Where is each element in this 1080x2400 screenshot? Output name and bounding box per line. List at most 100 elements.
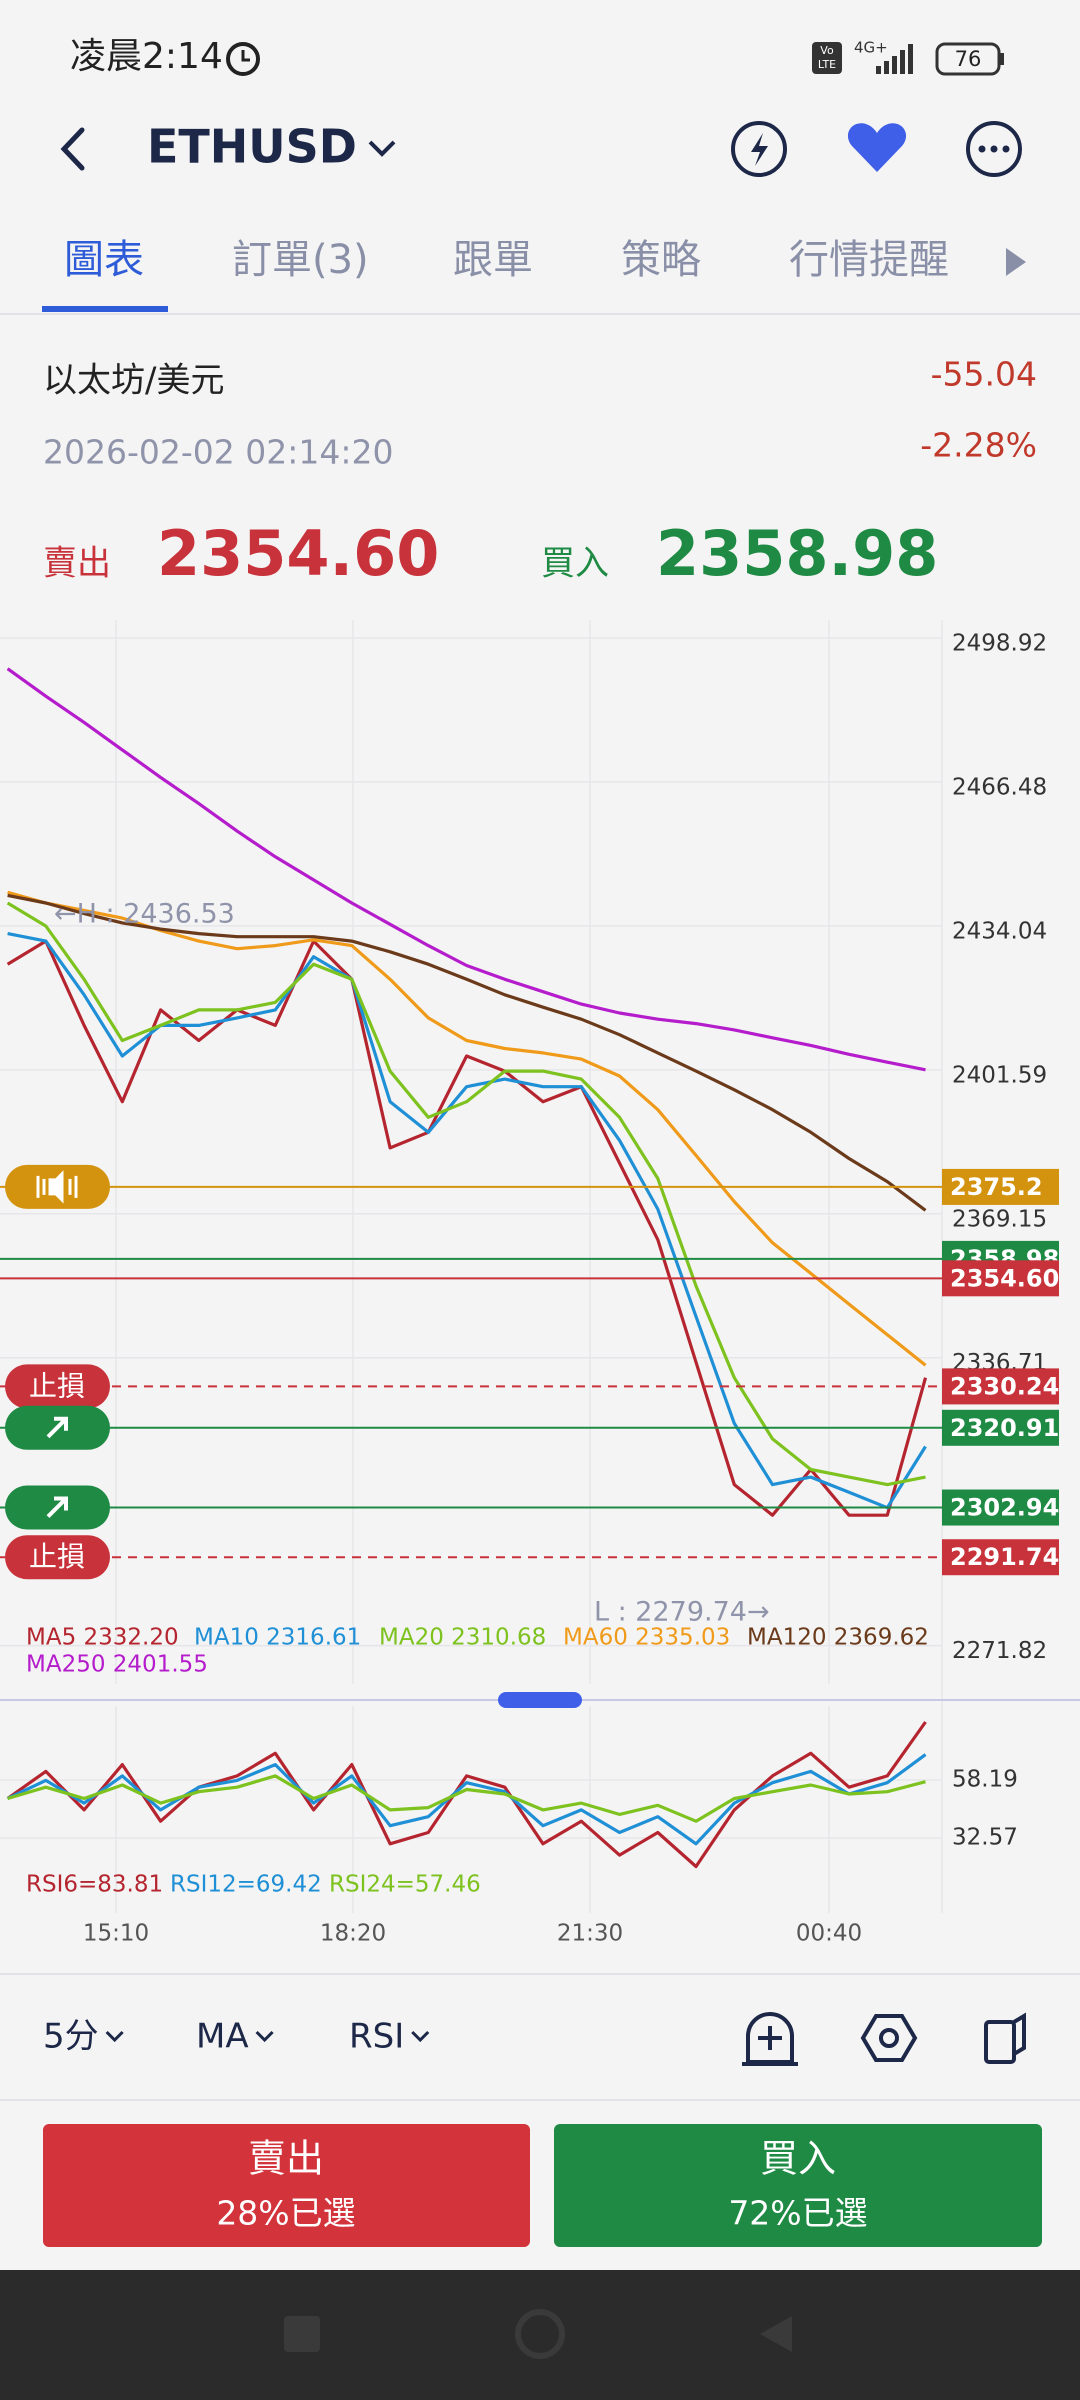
- sell-label: 賣出: [43, 544, 111, 584]
- series-line: [6, 939, 928, 1517]
- battery-level: 76: [955, 47, 982, 71]
- sell-button-sub: 28%已選: [216, 2194, 355, 2233]
- series-line: [6, 1721, 927, 1869]
- buy-button-sub: 72%已選: [728, 2194, 867, 2233]
- flash-button[interactable]: [731, 121, 787, 177]
- legend-entry: MA5 2332.20: [26, 1625, 179, 1651]
- price-tag-label: 2354.60: [950, 1264, 1059, 1292]
- series-line: [7, 893, 927, 1212]
- status-time: 凌晨2:14: [70, 36, 223, 77]
- buy-button-label: 買入: [760, 2137, 836, 2181]
- y-tick-label: 2498.92: [952, 631, 1047, 657]
- x-tick-label: 21:30: [557, 1921, 623, 1947]
- line-handle[interactable]: [5, 1535, 110, 1580]
- line-handle[interactable]: [5, 1364, 110, 1409]
- legend-entry: MA20 2310.68: [379, 1625, 546, 1651]
- y-tick-label: 2271.82: [952, 1638, 1047, 1664]
- y-tick-label: 2369.15: [952, 1206, 1047, 1232]
- sell-button[interactable]: [43, 2124, 530, 2247]
- price-tag-label: 2375.2: [950, 1173, 1043, 1201]
- legend-entry: MA10 2316.61: [194, 1625, 361, 1651]
- tab[interactable]: 圖表: [64, 237, 144, 283]
- toolbar: 5分 MA RSI: [43, 2017, 430, 2057]
- nav-recents[interactable]: [284, 2316, 320, 2352]
- price-change-percent: -2.28%: [920, 426, 1037, 465]
- signal-icon: [876, 44, 913, 74]
- tab[interactable]: 跟單: [453, 237, 533, 283]
- rotate-button[interactable]: [984, 2012, 1026, 2064]
- legend-entry: RSI24=57.46: [329, 1872, 481, 1898]
- price-tag: [942, 1409, 1059, 1446]
- buy-button[interactable]: [554, 2124, 1042, 2247]
- settings-button[interactable]: [860, 2014, 918, 2062]
- y-tick-label: 58.19: [952, 1767, 1018, 1793]
- volte-text: Vo: [820, 44, 834, 57]
- series-line: [6, 1753, 927, 1846]
- nav-home[interactable]: [515, 2309, 565, 2359]
- price-tag: [942, 1260, 1059, 1297]
- series-line: [7, 1774, 926, 1823]
- line-handle-label: 止損: [29, 1540, 85, 1573]
- sound-icon: [36, 1170, 78, 1204]
- volte-badge: [812, 42, 842, 74]
- battery-tip: [1000, 53, 1004, 65]
- price-chart[interactable]: 2498.922466.482434.042401.592369.152336.…: [0, 620, 1059, 1913]
- toolbar-selector[interactable]: 5分: [43, 2017, 99, 2057]
- line-handle-label: 止損: [29, 1369, 85, 1402]
- y-tick-label: 2466.48: [952, 774, 1047, 800]
- tab[interactable]: 行情提醒: [789, 237, 949, 283]
- dropdown-caret: [411, 2030, 430, 2043]
- x-tick-label: 18:20: [320, 1921, 386, 1947]
- buy-label: 買入: [541, 544, 609, 584]
- legend-entry: MA120 2369.62: [747, 1625, 929, 1651]
- price-tag: [942, 1368, 1059, 1405]
- price-tag-label: 2291.74: [950, 1543, 1059, 1571]
- navigation-bar: [0, 2270, 1080, 2400]
- rsi-chart[interactable]: 58.19 32.57 RSI6=83.81 RSI12=69.42 RSI24=57.…: [0, 1706, 1018, 1947]
- tab-scroll-arrow[interactable]: [1006, 248, 1026, 276]
- symbol[interactable]: ETHUSD: [147, 120, 357, 174]
- x-tick-label: 00:40: [796, 1921, 862, 1947]
- price-tag-label: 2330.24: [950, 1372, 1059, 1400]
- more-button[interactable]: [966, 121, 1022, 177]
- dropdown-caret: [105, 2030, 124, 2043]
- instrument-name: 以太坊/美元: [43, 361, 224, 401]
- price-tag: [942, 1489, 1059, 1526]
- back-button[interactable]: [60, 127, 85, 171]
- y-tick-label: 2401.59: [952, 1062, 1047, 1088]
- price-tag-label: 2320.91: [950, 1414, 1059, 1442]
- arrow-icon: [46, 1496, 68, 1518]
- buy-price: 2358.98: [656, 517, 938, 590]
- arrow-icon: [46, 1416, 68, 1439]
- legend-entry: RSI12=69.42: [170, 1872, 322, 1898]
- toolbar-selector[interactable]: RSI: [349, 2017, 404, 2057]
- nav-back[interactable]: [760, 2316, 792, 2352]
- battery-icon: [935, 42, 1001, 76]
- sell-price: 2354.60: [157, 517, 439, 590]
- tab-indicator: [42, 306, 168, 312]
- price-tag-label: 2302.94: [950, 1494, 1059, 1522]
- y-tick-label: 32.57: [952, 1825, 1018, 1851]
- network-type: 4G+: [854, 39, 888, 57]
- price-tag: [942, 1539, 1059, 1576]
- y-tick-label: 2434.04: [952, 918, 1047, 944]
- pane-resize-handle[interactable]: [498, 1692, 582, 1708]
- legend-entry: MA250 2401.55: [26, 1652, 208, 1678]
- low-annotation: L : 2279.74→: [594, 1597, 770, 1628]
- price-tag: [942, 1168, 1059, 1205]
- tab[interactable]: 策略: [621, 237, 701, 283]
- series-line: [6, 901, 926, 1487]
- add-alert-button[interactable]: [742, 2012, 798, 2066]
- legend-entry: MA60 2335.03: [563, 1625, 730, 1651]
- dropdown-caret: [255, 2030, 274, 2043]
- favorite-button[interactable]: [847, 123, 907, 172]
- symbol-dropdown[interactable]: [368, 140, 396, 157]
- x-tick-label: 15:10: [83, 1921, 149, 1947]
- tab-bar: 圖表 訂單(3) 跟單 策略 行情提醒: [64, 237, 949, 283]
- series-line: [6, 667, 926, 1072]
- toolbar-selector[interactable]: MA: [196, 2017, 249, 2057]
- price-change: -55.04: [931, 355, 1037, 394]
- tab[interactable]: 訂單(3): [232, 237, 369, 283]
